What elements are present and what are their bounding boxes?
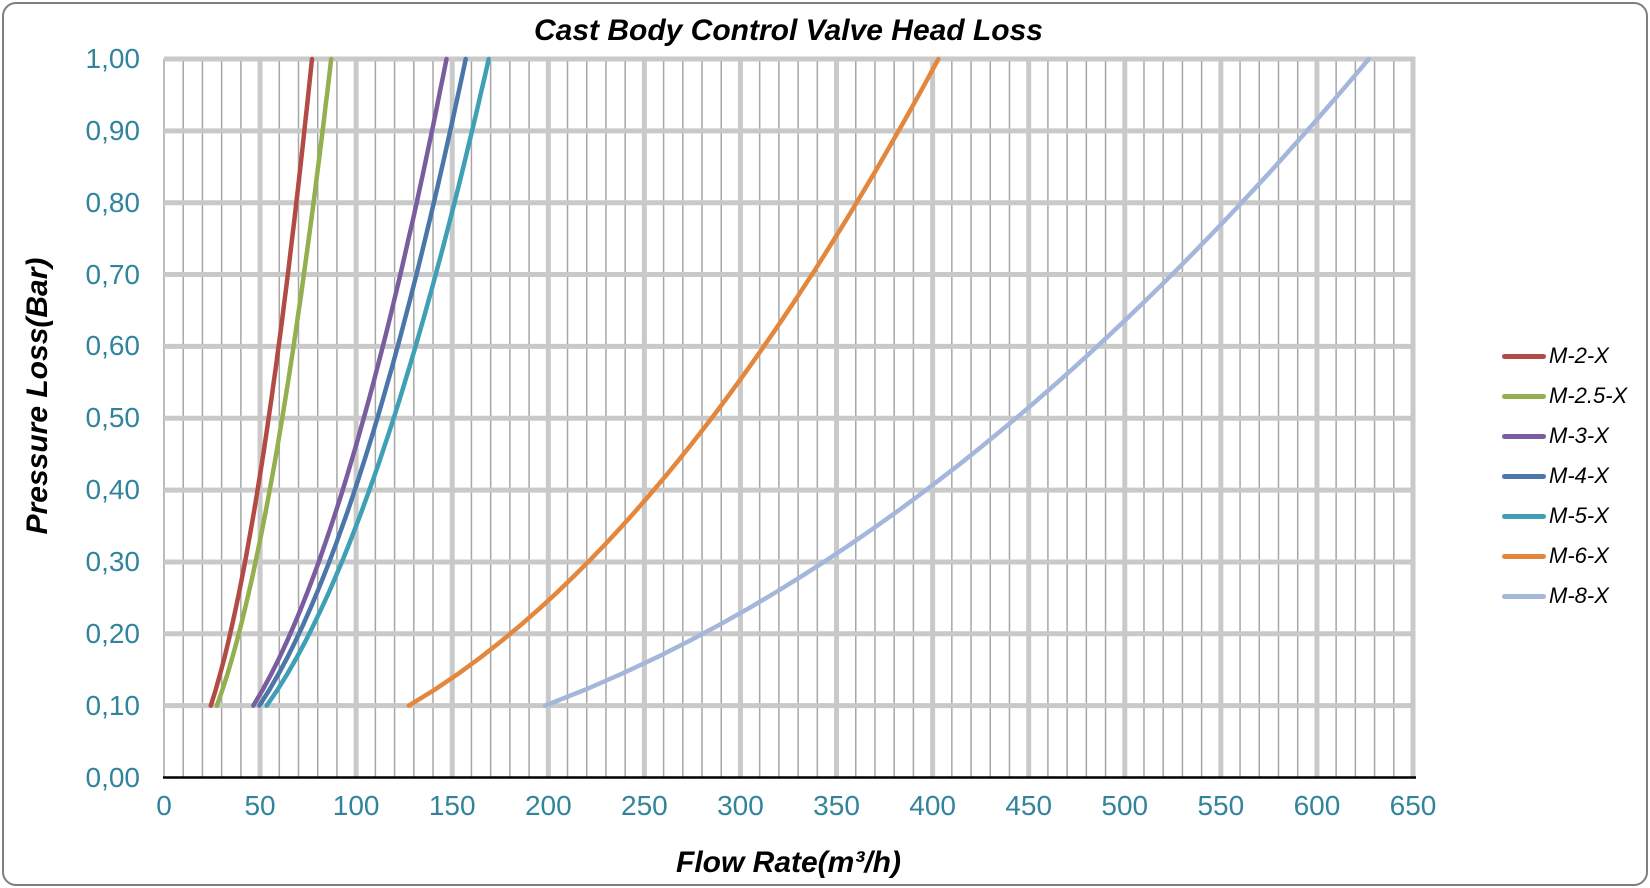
legend-item-M-2.5-X: M-2.5-X: [1502, 376, 1627, 416]
x-tick-label-600: 600: [1293, 790, 1341, 821]
legend-label-M-2.5-X: M-2.5-X: [1549, 383, 1628, 408]
x-tick-label-450: 450: [1005, 790, 1053, 821]
legend-item-M-4-X: M-4-X: [1502, 456, 1627, 496]
legend-item-M-2-X: M-2-X: [1502, 336, 1627, 376]
series-line-M-3-X: [251, 56, 449, 708]
x-tick-label-550: 550: [1197, 790, 1245, 821]
series-line-M-5-X: [264, 56, 491, 708]
legend-swatch-M-2-X: [1502, 353, 1546, 359]
legend-swatch-M-6-X: [1502, 553, 1546, 559]
legend-swatch-M-8-X: [1502, 593, 1546, 599]
series-line-M-8-X: [542, 56, 1372, 708]
series-curves: [208, 56, 1372, 708]
series-line-M-2-X: [208, 56, 315, 708]
legend-item-M-5-X: M-5-X: [1502, 496, 1627, 536]
chart-title: Cast Body Control Valve Head Loss: [533, 14, 1043, 47]
y-tick-label-0,40: 0,40: [85, 474, 141, 506]
legend-item-M-3-X: M-3-X: [1502, 416, 1627, 456]
x-tick-label-200: 200: [524, 790, 572, 821]
legend-item-M-8-X: M-8-X: [1502, 576, 1627, 616]
y-tick-label-0,90: 0,90: [85, 114, 141, 146]
x-tick-label-50: 50: [244, 790, 276, 821]
x-tick-label-150: 150: [428, 790, 476, 821]
x-tick-label-650: 650: [1389, 790, 1437, 821]
legend-label-M-6-X: M-6-X: [1549, 543, 1609, 568]
y-tick-label-1,00: 1,00: [85, 43, 141, 74]
y-tick-label-0,80: 0,80: [85, 186, 141, 218]
x-tick-label-100: 100: [332, 790, 380, 821]
legend-label-M-3-X: M-3-X: [1549, 423, 1609, 448]
x-tick-label-350: 350: [813, 790, 860, 821]
y-tick-label-0,30: 0,30: [85, 545, 141, 577]
y-tick-label-0,00: 0,00: [85, 761, 141, 793]
y-axis-title: Pressure Loss(Bar): [21, 257, 54, 535]
legend-swatch-M-2.5-X: [1502, 393, 1546, 399]
series-line-M-4-X: [257, 56, 468, 708]
y-tick-label-0,20: 0,20: [85, 617, 141, 649]
x-tick-label-500: 500: [1101, 790, 1149, 821]
x-tick-label-300: 300: [717, 790, 764, 821]
legend-label-M-2-X: M-2-X: [1549, 343, 1609, 368]
x-tick-label-250: 250: [621, 790, 668, 821]
x-tick-label-0: 0: [156, 790, 172, 821]
y-tick-label-0,50: 0,50: [85, 402, 141, 434]
y-tick-label-0,70: 0,70: [85, 258, 141, 290]
y-major-gridlines: [164, 56, 1416, 709]
legend-swatch-M-3-X: [1502, 433, 1546, 439]
legend-label-M-4-X: M-4-X: [1549, 463, 1609, 488]
series-line-M-2.5-X: [214, 56, 334, 708]
y-tick-label-0,60: 0,60: [85, 330, 141, 362]
legend-label-M-8-X: M-8-X: [1549, 583, 1609, 608]
series-line-M-6-X: [406, 56, 941, 708]
x-tick-label-400: 400: [909, 790, 956, 821]
legend-swatch-M-4-X: [1502, 473, 1546, 479]
y-tick-label-0,10: 0,10: [85, 689, 141, 721]
legend-swatch-M-5-X: [1502, 513, 1546, 519]
x-axis-title: Flow Rate(m³/h): [676, 846, 901, 879]
legend: M-2-X M-2.5-X M-3-X M-4-X M-5-X M-6-X M-8-X: [1502, 336, 1627, 616]
legend-item-M-6-X: M-6-X: [1502, 536, 1627, 576]
legend-label-M-5-X: M-5-X: [1549, 503, 1609, 528]
plot-area: [163, 56, 1416, 779]
